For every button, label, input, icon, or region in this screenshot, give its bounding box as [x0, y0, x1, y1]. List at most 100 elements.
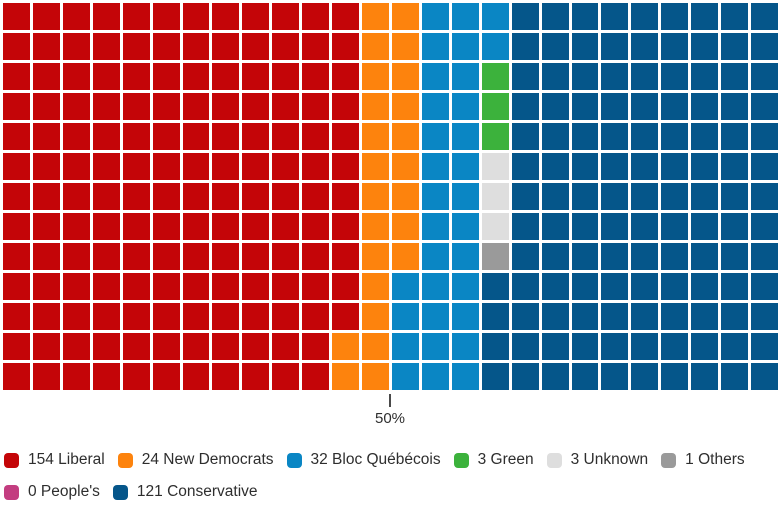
seat-cell-conservative: [541, 303, 569, 330]
seat-cell-new-democrats: [391, 153, 419, 180]
seat-cell-conservative: [511, 153, 539, 180]
seat-cell-new-democrats: [391, 63, 419, 90]
seat-cell-liberal: [272, 273, 300, 300]
seat-cell-liberal: [302, 33, 330, 60]
seat-cell-conservative: [751, 243, 778, 270]
legend-swatch-people-s: [4, 484, 19, 500]
seat-cell-liberal: [272, 93, 300, 120]
seat-cell-conservative: [691, 213, 719, 240]
seat-cell-conservative: [721, 93, 749, 120]
seat-cell-liberal: [152, 63, 180, 90]
seat-cell-liberal: [92, 63, 120, 90]
seat-cell-liberal: [182, 303, 210, 330]
seat-cell-liberal: [242, 153, 270, 180]
seat-cell-conservative: [661, 303, 689, 330]
seat-cell-conservative: [601, 183, 629, 210]
seat-cell-liberal: [242, 33, 270, 60]
seat-cell-new-democrats: [362, 3, 389, 30]
seat-cell-liberal: [32, 303, 60, 330]
seat-cell-liberal: [212, 303, 240, 330]
seat-cell-bloc-qu-b-cois: [391, 273, 419, 300]
seat-cell-new-democrats: [391, 183, 419, 210]
seat-cell-liberal: [122, 363, 150, 390]
seat-cell-liberal: [182, 333, 210, 360]
seat-cell-liberal: [332, 33, 360, 60]
seat-cell-conservative: [541, 153, 569, 180]
seat-cell-bloc-qu-b-cois: [451, 243, 479, 270]
seat-cell-conservative: [541, 33, 569, 60]
seat-cell-liberal: [62, 333, 90, 360]
seat-cell-liberal: [3, 33, 30, 60]
seat-cell-conservative: [691, 363, 719, 390]
seat-cell-conservative: [691, 333, 719, 360]
seat-cell-conservative: [721, 273, 749, 300]
seat-cell-conservative: [601, 303, 629, 330]
seat-cell-liberal: [92, 33, 120, 60]
legend-swatch-unknown: [546, 452, 562, 468]
seat-cell-conservative: [511, 123, 539, 150]
seat-cell-liberal: [212, 183, 240, 210]
seat-grid: [3, 3, 778, 390]
seat-cell-liberal: [272, 243, 300, 270]
seat-cell-liberal: [152, 183, 180, 210]
seat-cell-conservative: [721, 63, 749, 90]
seat-cell-conservative: [511, 33, 539, 60]
seat-cell-liberal: [182, 153, 210, 180]
seat-cell-liberal: [272, 183, 300, 210]
seat-cell-liberal: [32, 93, 60, 120]
seat-cell-bloc-qu-b-cois: [391, 363, 419, 390]
seat-cell-conservative: [721, 363, 749, 390]
seat-cell-liberal: [302, 243, 330, 270]
seat-cell-conservative: [631, 243, 659, 270]
seat-cell-bloc-qu-b-cois: [451, 63, 479, 90]
seat-cell-liberal: [152, 243, 180, 270]
seat-cell-conservative: [751, 303, 778, 330]
seat-cell-liberal: [182, 183, 210, 210]
legend-label: 154 Liberal: [28, 451, 105, 468]
seat-cell-liberal: [302, 153, 330, 180]
seat-cell-liberal: [3, 153, 30, 180]
seat-cell-liberal: [212, 33, 240, 60]
seat-cell-liberal: [152, 123, 180, 150]
seat-cell-liberal: [212, 213, 240, 240]
seat-cell-bloc-qu-b-cois: [451, 303, 479, 330]
seat-cell-liberal: [32, 363, 60, 390]
legend-item-people-s: 0 People's: [4, 483, 100, 501]
seat-cell-liberal: [122, 63, 150, 90]
seat-cell-bloc-qu-b-cois: [421, 33, 449, 60]
seat-cell-bloc-qu-b-cois: [451, 273, 479, 300]
seat-cell-conservative: [691, 243, 719, 270]
seat-cell-bloc-qu-b-cois: [451, 33, 479, 60]
legend-label: 24 New Democrats: [141, 451, 274, 468]
seat-cell-liberal: [3, 303, 30, 330]
seat-cell-liberal: [242, 183, 270, 210]
seat-cell-liberal: [242, 303, 270, 330]
seat-cell-bloc-qu-b-cois: [391, 303, 419, 330]
seat-cell-liberal: [152, 93, 180, 120]
seat-cell-new-democrats: [391, 33, 419, 60]
seat-cell-bloc-qu-b-cois: [421, 123, 449, 150]
seat-cell-liberal: [242, 213, 270, 240]
legend-swatch-others: [661, 452, 677, 468]
seat-cell-liberal: [32, 273, 60, 300]
seat-cell-conservative: [601, 33, 629, 60]
seat-cell-green: [481, 93, 509, 120]
legend-item-green: 3 Green: [453, 451, 534, 469]
seat-cell-liberal: [92, 303, 120, 330]
seat-cell-conservative: [571, 123, 599, 150]
seat-cell-conservative: [721, 183, 749, 210]
seat-cell-conservative: [721, 213, 749, 240]
seat-cell-conservative: [751, 93, 778, 120]
seat-cell-conservative: [541, 123, 569, 150]
seat-cell-new-democrats: [362, 333, 389, 360]
seat-cell-conservative: [601, 3, 629, 30]
seat-cell-liberal: [92, 3, 120, 30]
seat-cell-liberal: [302, 213, 330, 240]
seat-cell-conservative: [571, 153, 599, 180]
seat-cell-bloc-qu-b-cois: [421, 93, 449, 120]
seat-cell-liberal: [182, 33, 210, 60]
seat-cell-liberal: [272, 333, 300, 360]
seat-cell-conservative: [601, 363, 629, 390]
seat-cell-liberal: [92, 333, 120, 360]
seat-cell-liberal: [242, 273, 270, 300]
